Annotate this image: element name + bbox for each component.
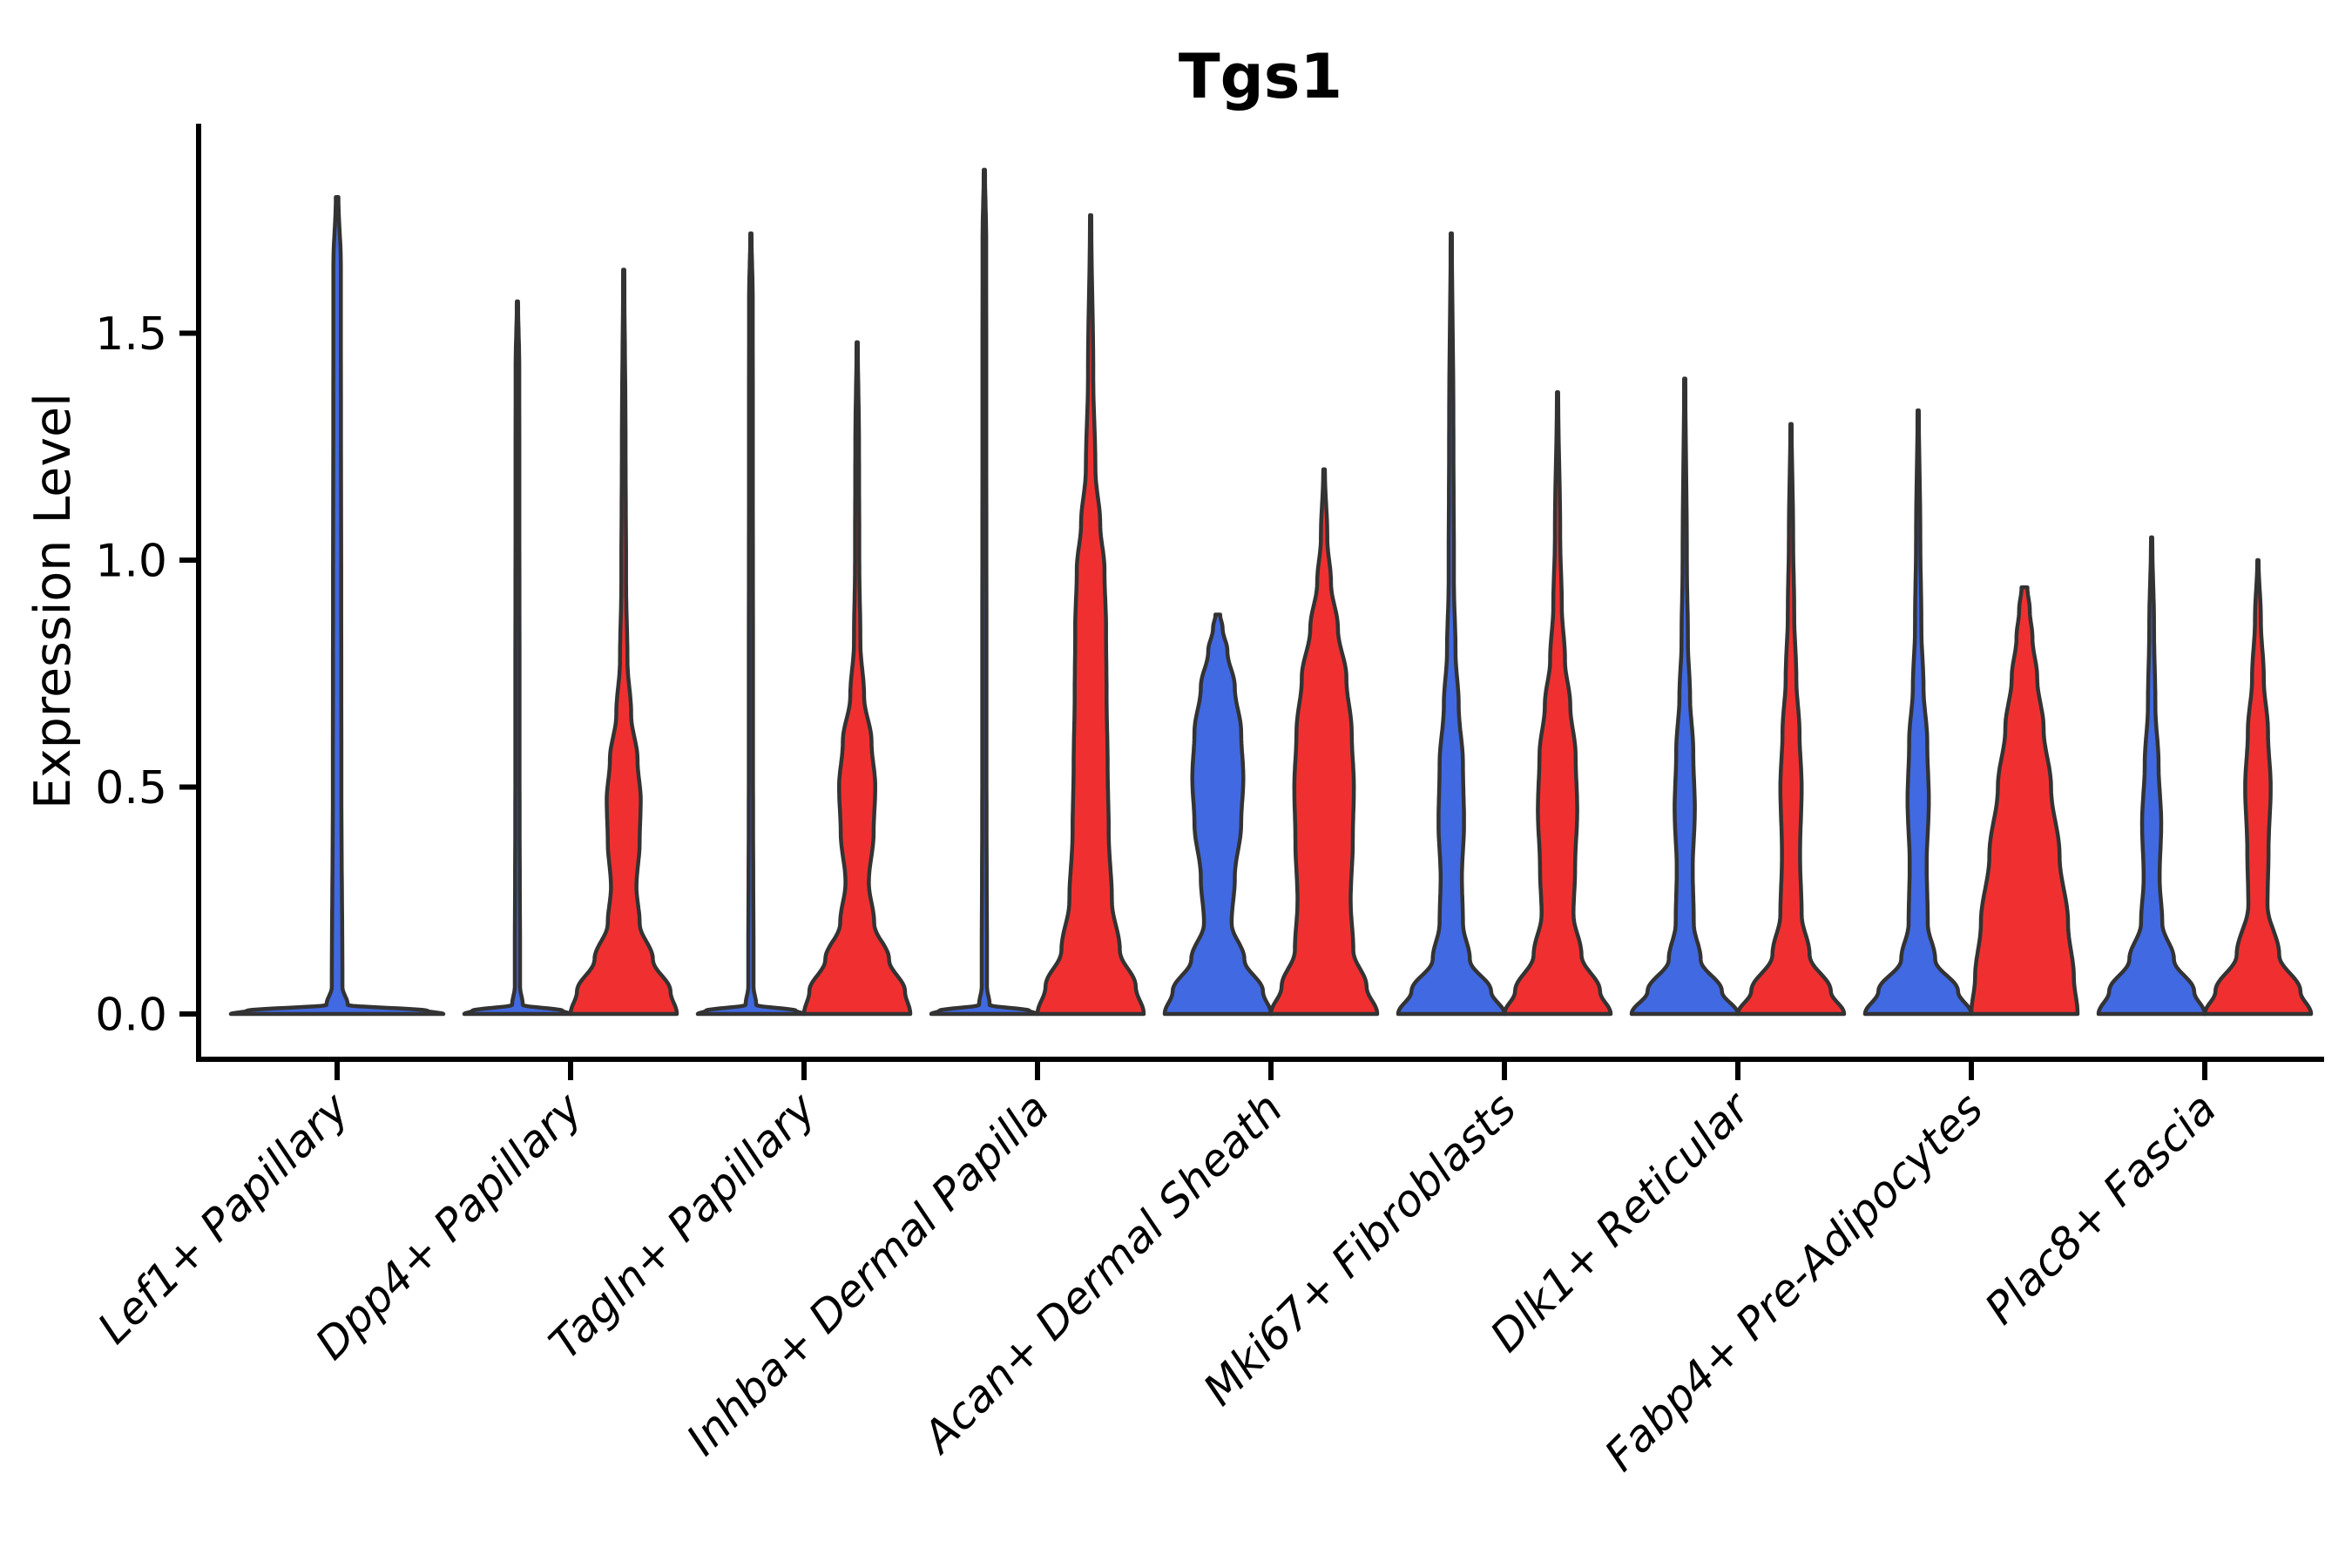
violin-3-blue [929, 167, 1040, 1017]
x-axis-ticks: Lef1+ Papillary Dpp4+ Papillary Tagln+ P… [88, 1059, 2226, 1481]
x-tick-label: Plac8+ Fascia [1976, 1083, 2227, 1334]
violin-8-blue [2096, 535, 2207, 1017]
violin-0-blue [228, 194, 446, 1017]
violin-4-blue [1162, 612, 1274, 1017]
y-tick-label: 1.0 [95, 536, 167, 588]
violin-1-red [568, 267, 679, 1017]
violin-8-red [2202, 558, 2314, 1017]
violin-6-red [1735, 422, 1847, 1017]
violin-7-blue [1862, 408, 1974, 1017]
violin-1-blue [462, 299, 573, 1017]
y-tick-label: 1.5 [95, 308, 167, 361]
violin-2-red [801, 340, 913, 1017]
y-axis-label: Expression Level [24, 393, 82, 809]
y-axis-ticks: 1.5 1.0 0.5 0.0 [95, 308, 199, 1042]
y-tick-label: 0.0 [95, 990, 167, 1042]
violin-7-red [1969, 585, 2080, 1017]
chart-title: Tgs1 [1179, 41, 1342, 112]
violin-6-blue [1629, 376, 1740, 1017]
x-tick-label: Lef1+ Papillary [88, 1082, 359, 1353]
violin-5-blue [1396, 231, 1507, 1017]
violin-3-red [1035, 213, 1146, 1017]
violin-series-group [228, 167, 2314, 1017]
y-tick-label: 0.5 [95, 762, 167, 814]
x-tick-label: Dlk1+ Reticular [1481, 1081, 1761, 1362]
violin-2-blue [695, 231, 807, 1017]
x-tick-label: Fabp4+ Pre-Adipocytes [1595, 1083, 1993, 1481]
violin-4-red [1268, 467, 1380, 1017]
violin-5-red [1502, 389, 1613, 1017]
